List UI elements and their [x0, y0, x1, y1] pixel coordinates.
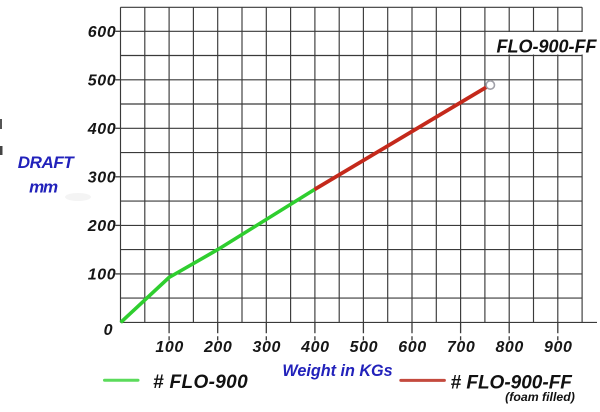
svg-text:900: 900 [544, 339, 573, 356]
svg-text:mm: mm [29, 177, 58, 196]
svg-text:800: 800 [495, 339, 524, 356]
svg-text:Weight in KGs: Weight in KGs [282, 362, 392, 380]
svg-text:DRAFT: DRAFT [18, 153, 76, 172]
svg-text:100: 100 [155, 339, 184, 356]
svg-text:300: 300 [88, 170, 117, 187]
svg-text:200: 200 [203, 339, 233, 356]
svg-text:600: 600 [88, 24, 117, 41]
svg-text:200: 200 [87, 218, 117, 235]
svg-text:# FLO-900: # FLO-900 [153, 372, 248, 393]
svg-text:400: 400 [300, 339, 330, 356]
svg-text:700: 700 [447, 339, 476, 356]
svg-text:FLO-900-FF: FLO-900-FF [496, 37, 597, 57]
svg-text:300: 300 [253, 339, 282, 356]
svg-text:500: 500 [350, 339, 379, 356]
svg-text:400: 400 [87, 121, 117, 138]
svg-text:(foam filled): (foam filled) [505, 390, 575, 404]
svg-text:0: 0 [104, 322, 113, 339]
svg-text:100: 100 [88, 267, 117, 284]
svg-text:500: 500 [88, 73, 117, 90]
svg-text:600: 600 [398, 339, 427, 356]
svg-text:# FLO-900-FF: # FLO-900-FF [451, 373, 574, 394]
